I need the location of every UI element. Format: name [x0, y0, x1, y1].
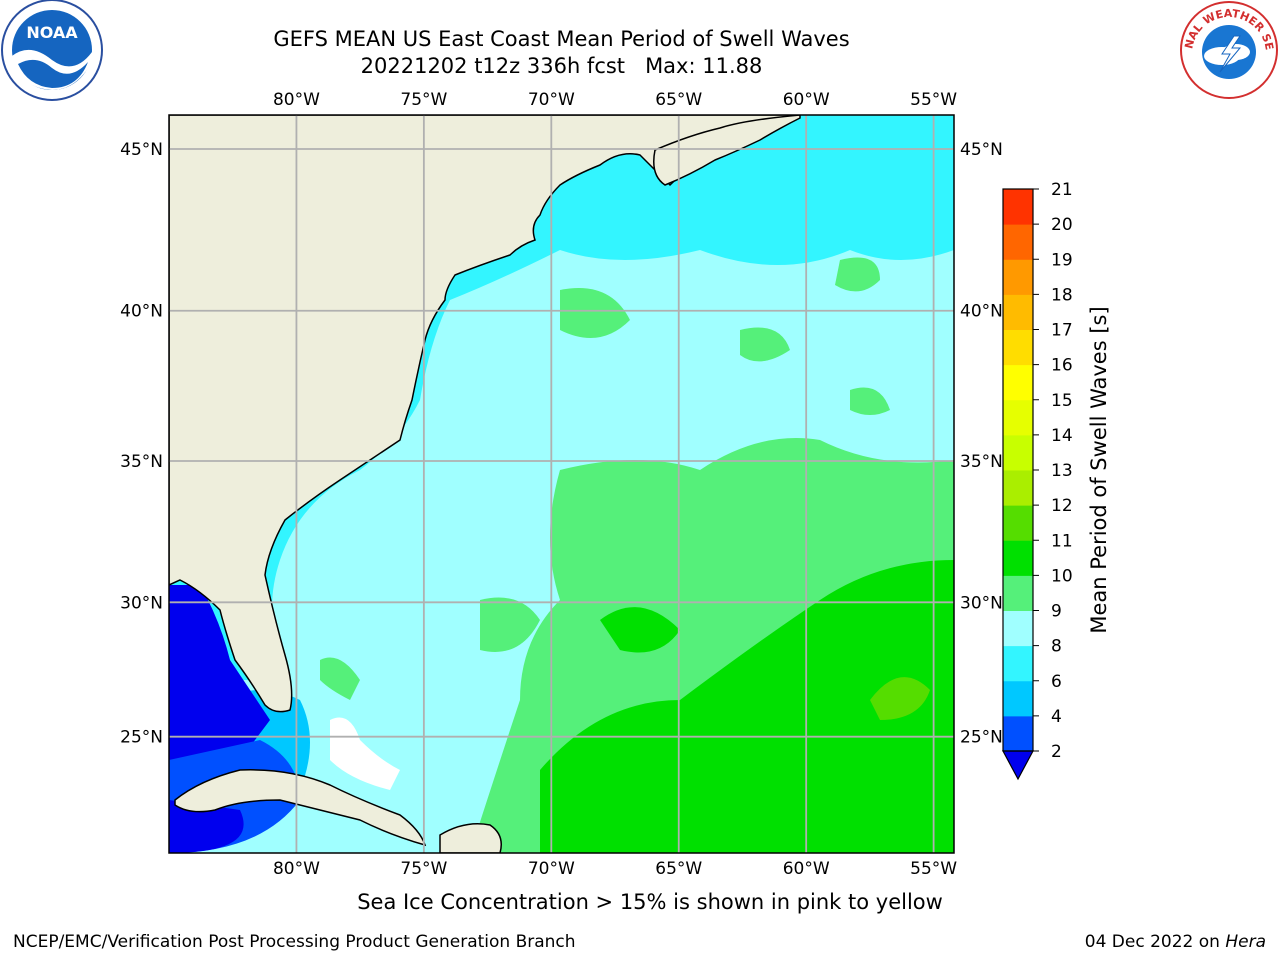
colorbar-segment [1003, 259, 1033, 295]
lon-label-bottom: 70°W [528, 859, 575, 879]
colorbar-tick-label: 19 [1051, 250, 1073, 270]
map-frame [168, 114, 955, 854]
lon-label-top: 60°W [783, 90, 830, 110]
colorbar-segment [1003, 364, 1033, 401]
lon-label-bottom: 80°W [273, 859, 320, 879]
national-weather-service-logo: NATIONAL WEATHER SERVICE [1178, 0, 1278, 99]
colorbar-segment [1003, 505, 1033, 541]
colorbar-tick-label: 8 [1051, 637, 1062, 657]
colorbar-tick-label: 4 [1051, 707, 1062, 727]
colorbar-segment [1003, 715, 1033, 752]
colorbar-segment [1003, 399, 1033, 436]
north-america-land [169, 115, 801, 713]
colorbar-tick-label: 9 [1051, 602, 1062, 622]
colorbar-tick-label: 11 [1051, 531, 1073, 551]
lon-label-bottom: 65°W [655, 859, 702, 879]
lat-label-left: 25°N [120, 728, 163, 748]
colorbar-tick-label: 18 [1051, 285, 1073, 305]
colorbar-tick-label: 20 [1051, 215, 1073, 235]
colorbar-segment [1003, 680, 1033, 717]
colorbar-segment [1003, 645, 1033, 682]
footer-organization: NCEP/EMC/Verification Post Processing Pr… [13, 932, 576, 952]
chart-title: GEFS MEAN US East Coast Mean Period of S… [273, 27, 850, 51]
latitude-labels-right: 45°N 40°N 35°N 30°N 25°N [960, 140, 1003, 748]
colorbar-segment [1003, 189, 1033, 225]
lat-label-right: 40°N [960, 302, 1003, 322]
latitude-labels-left: 45°N 40°N 35°N 30°N 25°N [120, 140, 163, 748]
longitude-labels-bottom: 80°W 75°W 70°W 65°W 60°W 55°W [273, 859, 957, 879]
colorbar-segment [1003, 470, 1033, 506]
colorbar-segment [1003, 294, 1033, 330]
colorbar-tick-label: 15 [1051, 391, 1073, 411]
colorbar-segment [1003, 434, 1033, 471]
lat-label-right: 35°N [960, 452, 1003, 472]
lat-label-left: 45°N [120, 140, 163, 160]
colorbar-tick-label: 13 [1051, 461, 1073, 481]
lat-label-right: 25°N [960, 728, 1003, 748]
chart-subtitle-run-info: 20221202 t12z 336h fcst Max: 11.88 [360, 54, 763, 78]
map-area [169, 115, 954, 853]
colorbar-tick-label: 10 [1051, 566, 1073, 586]
lon-label-top: 55°W [910, 90, 957, 110]
hispaniola-land [439, 823, 502, 853]
swell-zone-below-2s [169, 585, 270, 760]
footer-date: 04 Dec 2022 on Hera [1084, 932, 1266, 952]
colorbar-segment [1003, 575, 1033, 611]
colorbar-tick-label: 6 [1051, 672, 1062, 692]
colorbar-segment [1003, 329, 1033, 366]
lon-label-top: 70°W [528, 90, 575, 110]
lon-label-top: 65°W [655, 90, 702, 110]
lon-label-bottom: 60°W [783, 859, 830, 879]
colorbar-tick-label: 16 [1051, 356, 1073, 376]
lat-label-left: 35°N [120, 452, 163, 472]
lon-label-bottom: 75°W [400, 859, 447, 879]
lon-label-bottom: 55°W [910, 859, 957, 879]
colorbar: 2 4 6 8 9 10 11 12 13 14 15 16 17 18 19 20 21 [1001, 180, 1073, 781]
colorbar-tick-label: 21 [1051, 180, 1073, 200]
bahamas-islands [330, 717, 400, 790]
colorbar-tick-label: 14 [1051, 426, 1073, 446]
lat-label-right: 30°N [960, 593, 1003, 613]
lon-label-top: 75°W [400, 90, 447, 110]
lat-label-left: 40°N [120, 302, 163, 322]
colorbar-title: Mean Period of Swell Waves [s] [1087, 306, 1111, 633]
lon-label-top: 80°W [273, 90, 320, 110]
lat-label-left: 30°N [120, 593, 163, 613]
sea-ice-note: Sea Ice Concentration > 15% is shown in … [357, 890, 943, 914]
colorbar-tick-label: 2 [1051, 742, 1062, 762]
colorbar-segment [1003, 224, 1033, 260]
colorbar-segment [1003, 610, 1033, 647]
footer-machine: Hera [1225, 932, 1266, 952]
map-gridlines [169, 115, 954, 853]
colorbar-segment [1003, 540, 1033, 576]
colorbar-tick-label: 12 [1051, 496, 1073, 516]
cuba-land [174, 769, 427, 847]
noaa-logo: NOAA [1, 0, 103, 101]
colorbar-extend-triangle [1001, 750, 1035, 781]
swell-zone-10-11s [540, 560, 954, 853]
longitude-labels-top: 80°W 75°W 70°W 65°W 60°W 55°W [273, 90, 957, 110]
colorbar-tick-label: 17 [1051, 321, 1073, 341]
lat-label-right: 45°N [960, 140, 1003, 160]
noaa-logo-text: NOAA [26, 23, 78, 42]
